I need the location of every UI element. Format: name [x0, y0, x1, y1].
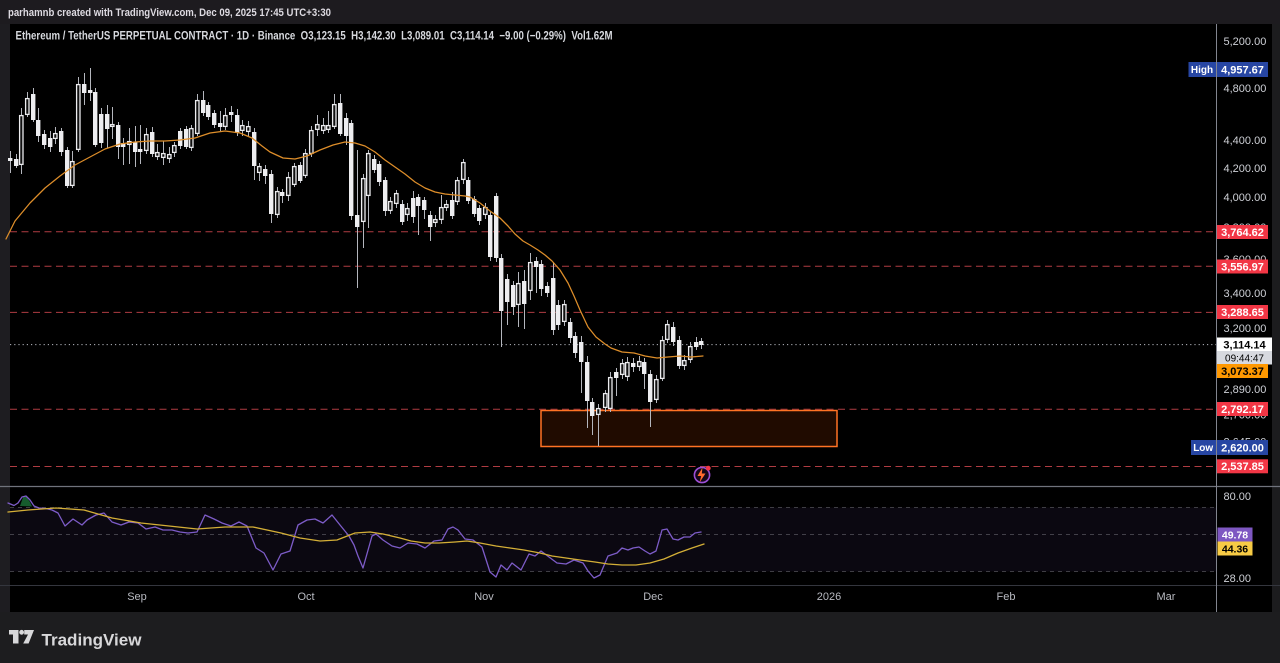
svg-text:Feb: Feb: [997, 591, 1016, 603]
svg-text:2,792.17: 2,792.17: [1221, 404, 1264, 416]
svg-text:parhamnb created with TradingV: parhamnb created with TradingView.com, D…: [8, 7, 331, 19]
svg-text:3,556.97: 3,556.97: [1221, 261, 1264, 273]
svg-text:3,400.00: 3,400.00: [1224, 288, 1267, 300]
svg-text:2026: 2026: [817, 591, 841, 603]
svg-text:3,200.00: 3,200.00: [1224, 323, 1267, 335]
svg-text:Low: Low: [1193, 443, 1213, 454]
svg-text:4,957.67: 4,957.67: [1221, 64, 1264, 76]
svg-text:80.00: 80.00: [1224, 491, 1252, 503]
svg-text:5,200.00: 5,200.00: [1224, 36, 1267, 48]
svg-text:28.00: 28.00: [1224, 573, 1252, 585]
svg-text:High: High: [1191, 65, 1213, 76]
svg-text:3,073.37: 3,073.37: [1221, 366, 1264, 378]
svg-text:Dec: Dec: [643, 591, 663, 603]
svg-text:TradingView: TradingView: [42, 631, 143, 650]
svg-text:4,800.00: 4,800.00: [1224, 83, 1267, 95]
svg-text:2,890.00: 2,890.00: [1224, 384, 1267, 396]
svg-text:Ethereum / TetherUS PERPETUAL: Ethereum / TetherUS PERPETUAL CONTRACT ·…: [16, 29, 613, 43]
svg-text:3,288.65: 3,288.65: [1221, 307, 1264, 319]
svg-text:Nov: Nov: [474, 591, 494, 603]
svg-text:3,114.14: 3,114.14: [1223, 340, 1266, 352]
svg-text:09:44:47: 09:44:47: [1225, 354, 1264, 365]
svg-text:49.78: 49.78: [1222, 529, 1248, 541]
svg-text:2,537.85: 2,537.85: [1221, 461, 1264, 473]
svg-text:4,000.00: 4,000.00: [1224, 192, 1267, 204]
svg-text:2,620.00: 2,620.00: [1221, 442, 1264, 454]
svg-text:3,764.62: 3,764.62: [1221, 227, 1264, 239]
svg-text:4,400.00: 4,400.00: [1224, 135, 1267, 147]
svg-text:Mar: Mar: [1157, 591, 1176, 603]
svg-text:4,200.00: 4,200.00: [1224, 163, 1267, 175]
svg-text:44.36: 44.36: [1222, 543, 1248, 555]
svg-text:Sep: Sep: [127, 591, 147, 603]
svg-text:Oct: Oct: [297, 591, 314, 603]
